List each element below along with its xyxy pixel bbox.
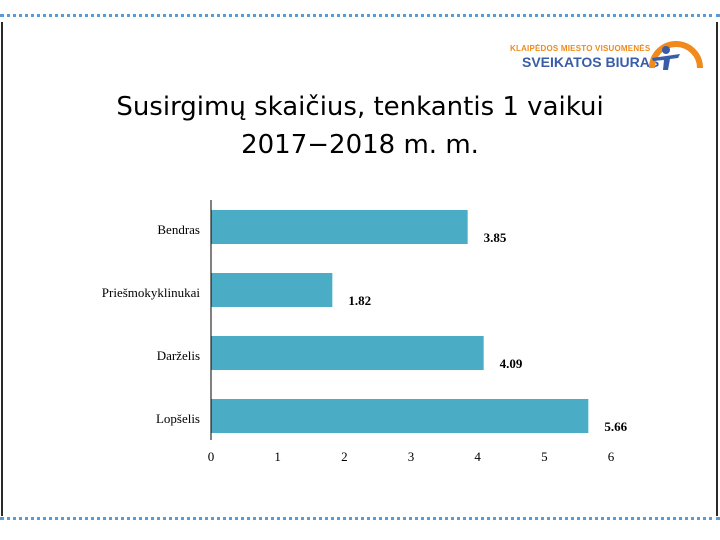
x-tick-label: 0	[208, 449, 215, 464]
logo-line1: KLAIPĖDOS MIESTO VISUOMENĖS	[510, 44, 651, 53]
chart-title-line1: Susirgimų skaičius, tenkantis 1 vaikui	[116, 92, 604, 122]
right-border	[716, 22, 718, 516]
logo-line2: SVEIKATOS BIURAS	[522, 54, 660, 70]
category-label: Darželis	[157, 348, 200, 363]
x-tick-label: 1	[274, 449, 281, 464]
x-tick-label: 2	[341, 449, 348, 464]
x-tick-label: 4	[474, 449, 481, 464]
left-border	[1, 22, 3, 516]
figure-arc-logo-icon	[649, 41, 703, 70]
x-tick-label: 3	[408, 449, 415, 464]
category-label: Priešmokyklinukai	[102, 285, 201, 300]
chart-title-line2: 2017−2018 m. m.	[241, 130, 479, 160]
bottom-dotted-border	[0, 517, 720, 520]
bar	[211, 336, 484, 370]
top-dotted-border	[0, 14, 720, 17]
category-label: Lopšelis	[156, 411, 200, 426]
data-label: 4.09	[500, 356, 523, 371]
bar	[211, 399, 589, 433]
x-tick-label: 5	[541, 449, 548, 464]
organization-logo: KLAIPĖDOS MIESTO VISUOMENĖS SVEIKATOS BI…	[500, 38, 705, 76]
bar	[211, 273, 333, 307]
bar	[211, 210, 468, 244]
category-label: Bendras	[157, 222, 200, 237]
x-tick-label: 6	[608, 449, 615, 464]
data-label: 5.66	[604, 419, 627, 434]
data-label: 1.82	[348, 293, 371, 308]
data-label: 3.85	[484, 230, 507, 245]
chart-title: Susirgimų skaičius, tenkantis 1 vaikui 2…	[0, 88, 720, 164]
